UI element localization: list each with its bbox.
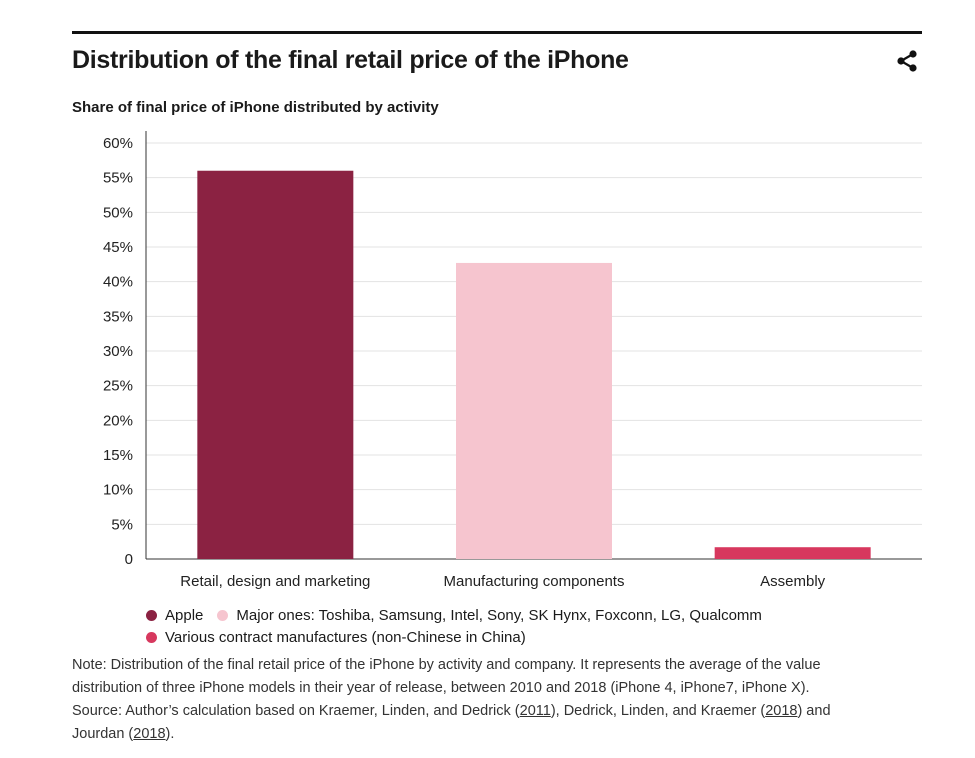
legend-swatch-major-ones bbox=[217, 609, 229, 621]
legend: Apple Major ones: Toshiba, Samsung, Inte… bbox=[146, 604, 776, 648]
y-tick-label: 20% bbox=[103, 412, 133, 429]
x-tick-label: Retail, design and marketing bbox=[180, 573, 370, 590]
legend-swatch-contract-manufactures bbox=[146, 631, 157, 643]
source-link-2011[interactable]: 2011 bbox=[519, 703, 551, 719]
y-tick-label: 15% bbox=[103, 447, 133, 464]
bar-1[interactable] bbox=[197, 170, 354, 559]
note-line-1: Note: Distribution of the final retail p… bbox=[72, 657, 821, 673]
note-line-2: distribution of three iPhone models in t… bbox=[72, 680, 810, 696]
bar-3[interactable] bbox=[714, 547, 871, 559]
legend-row-2: Various contract manufactures (non-Chine… bbox=[146, 626, 776, 648]
chart-title: Distribution of the final retail price o… bbox=[72, 46, 629, 74]
y-tick-label: 55% bbox=[103, 170, 133, 187]
y-tick-label: 30% bbox=[103, 343, 133, 360]
y-tick-label: 10% bbox=[103, 482, 133, 499]
source-text-b: ), Dedrick, Linden, and Kraemer ( bbox=[550, 703, 766, 719]
chart-subtitle: Share of final price of iPhone distribut… bbox=[72, 99, 439, 116]
share-icon[interactable] bbox=[894, 48, 920, 74]
y-tick-label: 5% bbox=[111, 516, 133, 533]
source-text-e: ). bbox=[165, 726, 175, 742]
y-tick-label: 0 bbox=[125, 551, 133, 568]
y-tick-label: 45% bbox=[103, 239, 133, 256]
x-tick-label: Assembly bbox=[760, 573, 826, 590]
legend-label-apple: Apple bbox=[165, 606, 204, 624]
y-tick-label: 50% bbox=[103, 204, 133, 221]
legend-label-contract-manufactures: Various contract manufactures (non-Chine… bbox=[165, 628, 526, 646]
legend-item-contract-manufactures[interactable]: Various contract manufactures (non-Chine… bbox=[146, 629, 526, 646]
source-link-2018-jourdan[interactable]: 2018 bbox=[133, 726, 166, 742]
source-line-2: Jourdan (2018). bbox=[72, 723, 932, 746]
y-tick-label: 60% bbox=[103, 135, 133, 152]
legend-item-major-ones[interactable]: Major ones: Toshiba, Samsung, Intel, Son… bbox=[217, 607, 762, 624]
source-text-a: Source: Author’s calculation based on Kr… bbox=[72, 703, 520, 719]
source-link-2018-dedrick[interactable]: 2018 bbox=[765, 703, 798, 719]
legend-label-major-ones: Major ones: Toshiba, Samsung, Intel, Son… bbox=[236, 606, 762, 624]
legend-row-1: Apple Major ones: Toshiba, Samsung, Inte… bbox=[146, 604, 776, 626]
source-text-d: Jourdan ( bbox=[72, 726, 134, 742]
chart-note: Note: Distribution of the final retail p… bbox=[72, 654, 932, 746]
source-line: Source: Author’s calculation based on Kr… bbox=[72, 700, 932, 723]
top-rule bbox=[72, 31, 922, 34]
source-text-c: ) and bbox=[797, 703, 831, 719]
y-tick-label: 25% bbox=[103, 378, 133, 395]
y-tick-label: 35% bbox=[103, 308, 133, 325]
bar-chart: 0 5% 10% 15% 20% 25% 30% 35% 40% 45% 50% 55% 60% Reta… bbox=[103, 131, 922, 590]
bar-2[interactable] bbox=[456, 262, 612, 559]
x-tick-label: Manufacturing components bbox=[444, 573, 625, 590]
y-tick-label: 40% bbox=[103, 274, 133, 291]
legend-swatch-apple bbox=[146, 609, 157, 621]
legend-item-apple[interactable]: Apple bbox=[146, 607, 203, 624]
